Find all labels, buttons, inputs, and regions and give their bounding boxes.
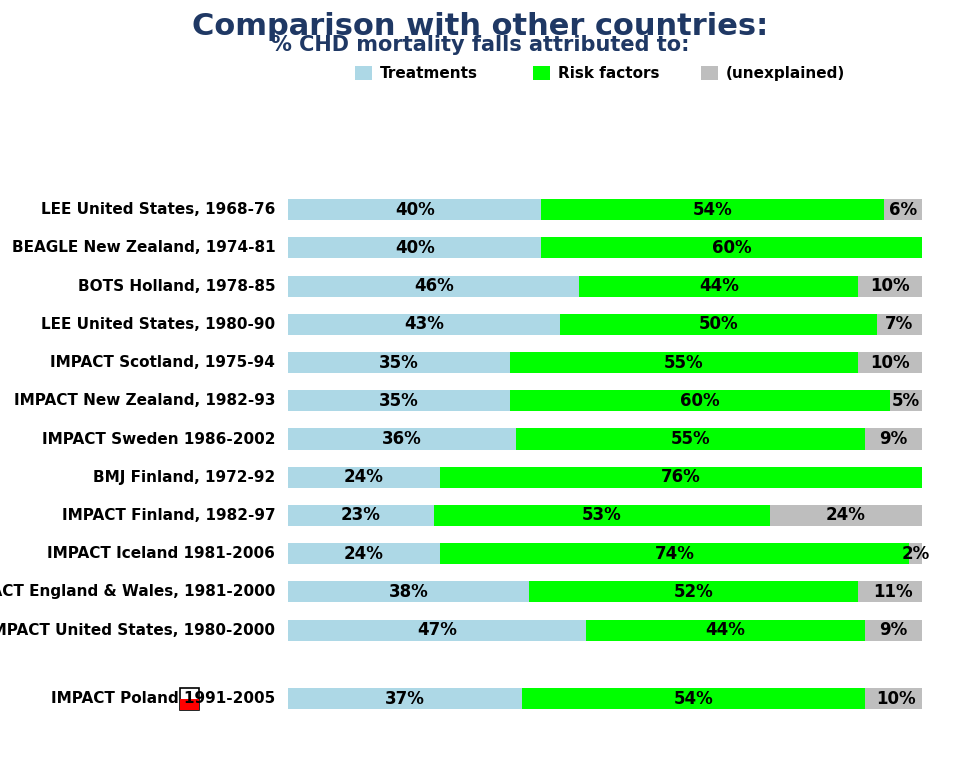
Bar [580,276,858,296]
Bar [288,581,529,602]
Text: 5%: 5% [892,392,920,410]
Text: 10%: 10% [876,690,916,708]
Bar [434,505,770,526]
Bar [288,352,510,373]
Text: 24%: 24% [344,468,384,486]
Text: 11%: 11% [874,583,913,601]
Bar [288,276,580,296]
Bar [586,620,865,641]
Text: 60%: 60% [680,392,720,410]
Text: 36%: 36% [382,430,422,448]
Text: (unexplained): (unexplained) [726,65,845,81]
Bar [510,352,858,373]
Text: 47%: 47% [417,621,457,639]
Bar [522,688,865,709]
Bar [865,428,922,450]
Text: BMJ Finland, 1972-92: BMJ Finland, 1972-92 [93,470,276,485]
Bar [180,688,200,710]
Text: 55%: 55% [670,430,710,448]
Bar [516,428,865,450]
Bar [510,390,890,411]
Text: 54%: 54% [692,201,732,219]
Text: IMPACT Iceland 1981-2006: IMPACT Iceland 1981-2006 [47,546,276,561]
Bar [909,543,922,564]
Text: 7%: 7% [885,316,914,333]
Text: Risk factors: Risk factors [558,65,660,81]
Text: 50%: 50% [699,316,738,333]
Text: 35%: 35% [379,353,419,372]
Text: IMPACT New Zealand, 1982-93: IMPACT New Zealand, 1982-93 [13,393,276,408]
Text: 23%: 23% [341,507,381,524]
Text: IMPACT Sweden 1986-2002: IMPACT Sweden 1986-2002 [42,431,276,447]
Bar [561,314,877,335]
Bar [541,199,883,220]
Text: 24%: 24% [344,544,384,563]
Bar [877,314,922,335]
Text: 9%: 9% [879,621,907,639]
Text: 55%: 55% [664,353,704,372]
Text: 60%: 60% [711,239,752,257]
Text: IMPACT England & Wales, 1981-2000: IMPACT England & Wales, 1981-2000 [0,584,276,599]
Text: 10%: 10% [870,277,910,295]
Text: 9%: 9% [879,430,907,448]
Text: 2%: 2% [901,544,929,563]
Bar [288,199,541,220]
Text: Treatments: Treatments [380,65,478,81]
Text: 40%: 40% [395,201,435,219]
Bar [770,505,922,526]
Text: 24%: 24% [826,507,866,524]
Text: 44%: 44% [706,621,745,639]
Text: IMPACT Scotland, 1975-94: IMPACT Scotland, 1975-94 [51,355,276,370]
Text: 35%: 35% [379,392,419,410]
Bar [865,620,922,641]
Text: % CHD mortality falls attributed to:: % CHD mortality falls attributed to: [271,35,689,55]
Bar [288,428,516,450]
Text: 43%: 43% [404,316,444,333]
Text: 52%: 52% [674,583,713,601]
Bar [865,688,928,709]
Bar [288,543,440,564]
Bar [288,467,440,487]
Bar [288,688,522,709]
Text: 6%: 6% [889,201,917,219]
Bar [440,467,922,487]
Text: 37%: 37% [385,690,425,708]
Text: LEE United States, 1968-76: LEE United States, 1968-76 [41,203,276,217]
Text: 54%: 54% [674,690,713,708]
Text: 53%: 53% [582,507,621,524]
Bar [890,390,922,411]
Text: 40%: 40% [395,239,435,257]
Text: 74%: 74% [655,544,694,563]
Bar [858,276,922,296]
Text: IMPACT Poland 1991-2005: IMPACT Poland 1991-2005 [51,691,276,706]
Text: 76%: 76% [660,468,701,486]
Bar [883,199,922,220]
Bar [858,581,928,602]
Bar [288,390,510,411]
Bar [288,314,561,335]
Text: BEAGLE New Zealand, 1974-81: BEAGLE New Zealand, 1974-81 [12,240,276,256]
Text: Comparison with other countries:: Comparison with other countries: [192,12,768,41]
Bar [858,352,922,373]
Bar [288,237,541,259]
Text: 38%: 38% [389,583,428,601]
Bar [541,237,922,259]
Text: IMPACT Finland, 1982-97: IMPACT Finland, 1982-97 [61,508,276,523]
Bar [288,505,434,526]
Text: IMPACT United States, 1980-2000: IMPACT United States, 1980-2000 [0,623,276,638]
Text: 46%: 46% [414,277,454,295]
Text: 44%: 44% [699,277,739,295]
Text: BOTS Holland, 1978-85: BOTS Holland, 1978-85 [78,279,276,293]
Bar [180,699,200,710]
Text: 10%: 10% [870,353,910,372]
Bar [440,543,909,564]
Text: LEE United States, 1980-90: LEE United States, 1980-90 [41,316,276,332]
Bar [288,620,586,641]
Bar [529,581,858,602]
